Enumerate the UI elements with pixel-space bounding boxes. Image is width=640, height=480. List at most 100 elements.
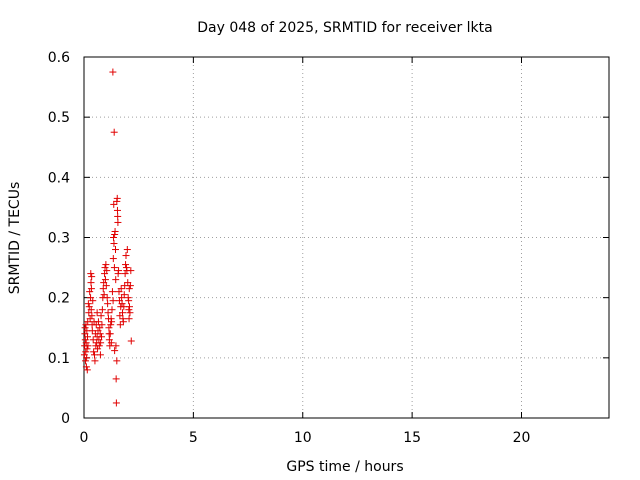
data-point <box>103 267 111 275</box>
plot-frame <box>83 56 610 419</box>
data-point <box>107 339 115 347</box>
data-point <box>88 273 96 281</box>
data-point <box>127 337 135 345</box>
data-point <box>122 261 130 269</box>
data-point <box>100 291 108 299</box>
data-point <box>113 206 121 214</box>
data-point <box>105 324 113 332</box>
data-point <box>119 318 127 326</box>
x-axis-title: GPS time / hours <box>286 459 403 475</box>
data-point <box>122 252 130 260</box>
y-tick-label: 0.5 <box>48 110 70 126</box>
data-point <box>96 330 104 338</box>
data-point <box>115 267 123 275</box>
data-point <box>125 315 133 323</box>
data-point <box>109 68 117 76</box>
data-point <box>105 330 113 338</box>
data-point <box>108 288 116 296</box>
data-point <box>111 227 119 235</box>
data-point <box>81 324 89 332</box>
data-point <box>83 366 91 374</box>
data-point <box>102 282 110 290</box>
data-point <box>118 300 126 308</box>
data-point <box>113 357 121 365</box>
data-point <box>82 363 90 371</box>
data-point <box>84 342 92 350</box>
y-tick-label: 0.2 <box>48 291 70 307</box>
data-point <box>123 246 131 254</box>
data-point <box>114 212 122 220</box>
data-point <box>89 297 97 305</box>
data-point <box>106 342 114 350</box>
data-point <box>103 294 111 302</box>
data-point <box>86 288 94 296</box>
y-tick-label: 0.4 <box>48 170 70 186</box>
data-point <box>117 285 125 293</box>
data-point <box>113 194 121 202</box>
data-point <box>112 399 120 407</box>
data-point <box>102 261 110 269</box>
data-point <box>109 255 117 263</box>
data-point <box>101 264 109 272</box>
data-point <box>83 345 91 353</box>
data-point <box>84 300 92 308</box>
data-point <box>107 321 115 329</box>
y-tick-label: 0.6 <box>48 50 70 66</box>
data-point <box>125 297 133 305</box>
data-point <box>104 300 112 308</box>
data-point <box>82 357 90 365</box>
data-point <box>109 297 117 305</box>
data-point <box>108 318 116 326</box>
data-point <box>83 354 91 362</box>
data-point <box>94 318 102 326</box>
data-point <box>110 234 118 241</box>
data-point <box>98 306 106 314</box>
data-point <box>98 333 105 341</box>
data-points <box>80 68 135 407</box>
data-point <box>126 303 133 311</box>
data-point <box>87 270 95 278</box>
data-point <box>88 312 96 320</box>
x-tick-label: 15 <box>403 430 421 446</box>
grid-lines <box>84 57 609 418</box>
y-axis-title: SRMTID / TECUs <box>7 182 23 295</box>
data-point <box>96 351 104 359</box>
data-point <box>97 339 105 347</box>
chart-title: Day 048 of 2025, SRMTID for receiver lkt… <box>197 20 492 36</box>
data-point <box>101 276 109 284</box>
data-point <box>94 345 102 353</box>
data-point <box>110 240 118 248</box>
data-point <box>114 218 122 226</box>
data-point <box>87 306 95 314</box>
data-point <box>125 306 133 314</box>
data-point <box>82 348 90 356</box>
data-point <box>110 128 118 136</box>
y-tick-label: 0 <box>61 411 70 427</box>
data-point <box>108 306 116 314</box>
data-point <box>95 342 103 350</box>
data-point <box>110 200 118 208</box>
axis-ticks <box>83 56 609 419</box>
data-point <box>110 264 118 272</box>
data-point <box>86 315 94 323</box>
data-point <box>125 285 133 293</box>
data-point <box>98 321 106 329</box>
data-point <box>90 348 98 356</box>
x-tick-label: 5 <box>189 430 198 446</box>
data-point <box>112 276 120 284</box>
data-point <box>121 270 129 278</box>
data-point <box>127 267 135 275</box>
data-point <box>120 291 128 299</box>
data-point <box>82 339 90 347</box>
data-point <box>87 285 95 293</box>
data-point <box>99 285 107 293</box>
data-point <box>126 309 134 317</box>
data-point <box>116 321 124 329</box>
data-point <box>93 309 101 317</box>
x-tick-label: 10 <box>294 430 312 446</box>
data-point <box>91 351 98 359</box>
data-point <box>91 357 99 365</box>
x-tick-label: 0 <box>80 430 89 446</box>
data-point <box>82 321 90 329</box>
